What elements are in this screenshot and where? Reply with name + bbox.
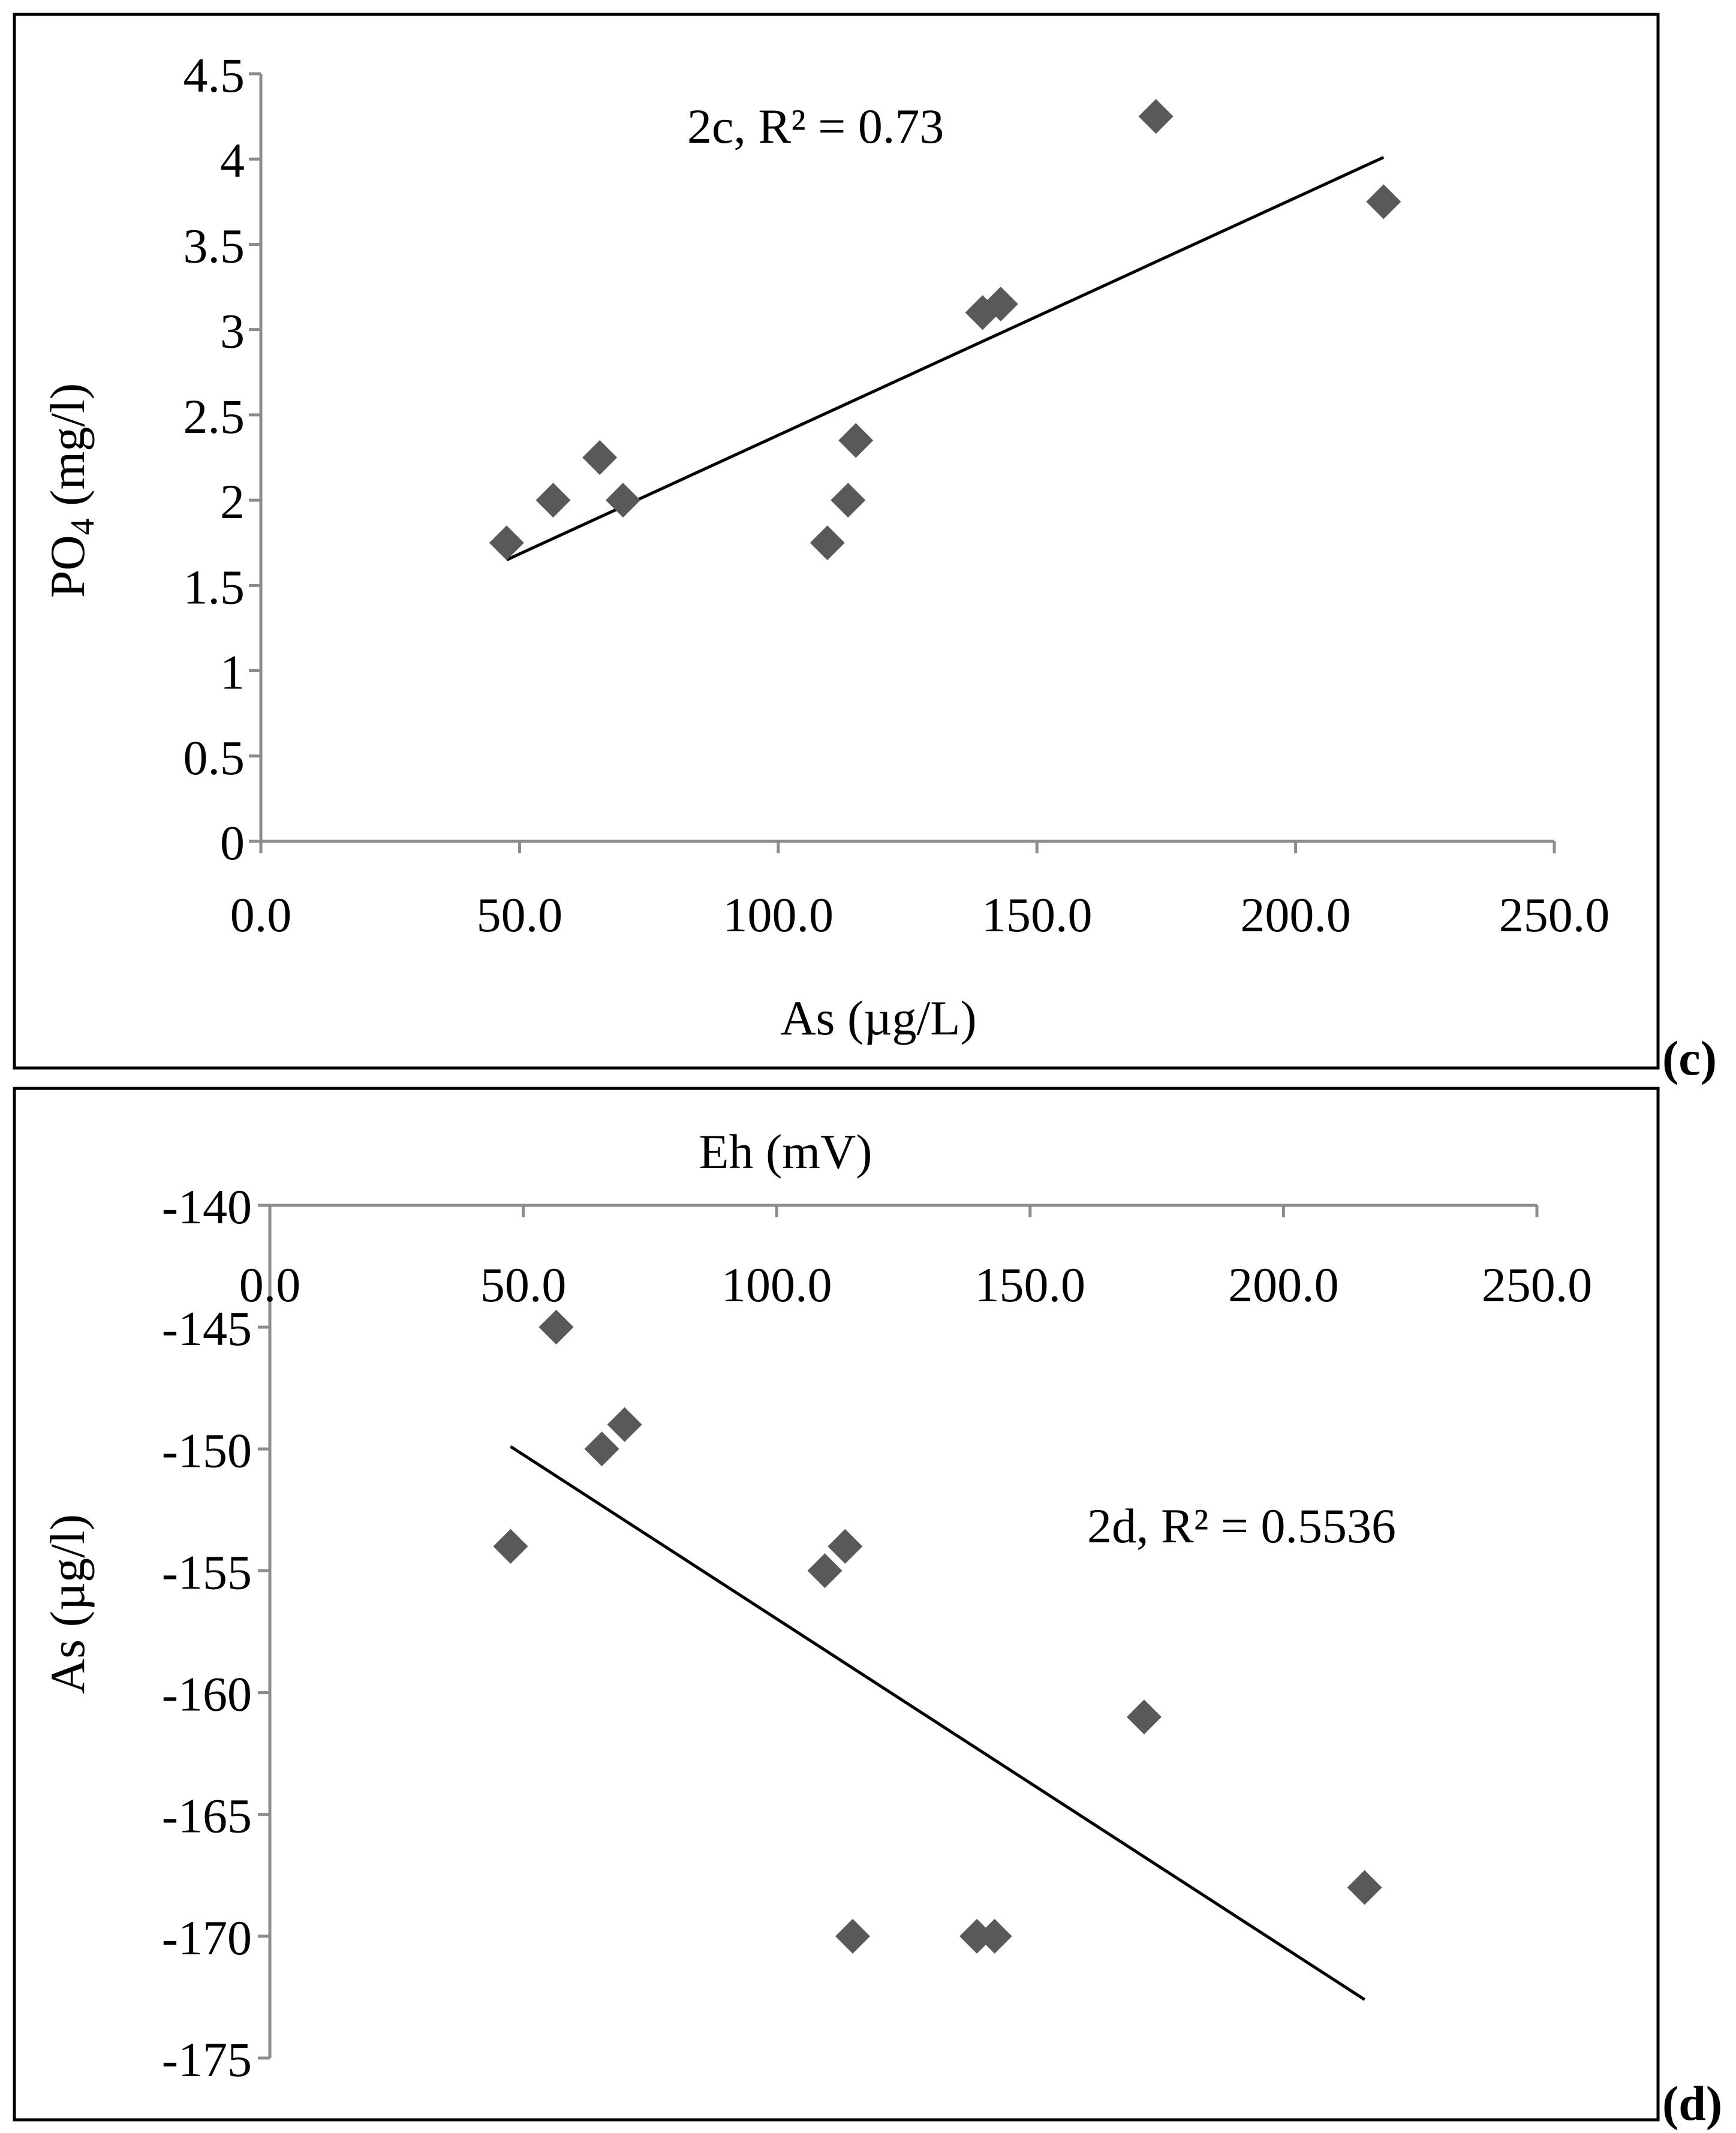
panel-c-y-tick-labels: 0 0.5 1 1.5 2 2.5 3 3.5 4 4.5 [183, 48, 245, 870]
panel-c-data-point [582, 440, 618, 475]
panel-d-x-tick-label: 100.0 [721, 1257, 832, 1312]
panel-d-x-tick-labels: 0.0 50.0 100.0 150.0 200.0 250.0 [239, 1257, 1593, 1312]
panel-d-y-tick-label: -150 [162, 1423, 252, 1478]
panel-c-label: (c) [1662, 1031, 1717, 1085]
panel-c-x-tick-labels: 0.0 50.0 100.0 150.0 200.0 250.0 [230, 888, 1610, 942]
panel-d-data-point [835, 1918, 870, 1954]
panel-d-y-tick-label: -175 [162, 2032, 252, 2087]
panel-d-data-point [584, 1431, 619, 1467]
panel-d-y-axis-title: As (µg/l) [40, 1514, 95, 1694]
panel-d-data-point [959, 1918, 995, 1954]
panel-c-x-tick-label: 200.0 [1240, 888, 1351, 942]
panel-d-trendline [510, 1445, 1365, 2001]
panel-d-x-tick-label: 150.0 [975, 1257, 1086, 1312]
panel-c-data-point [489, 525, 524, 561]
panel-d-data-point [807, 1553, 843, 1589]
panel-c-y-axis-title-subscript: 4 [64, 518, 101, 535]
panel-d-data-point [607, 1407, 642, 1442]
panel-d-y-tick-label: -145 [162, 1301, 252, 1356]
panel-c-data-point [810, 525, 845, 561]
panel-d-points [493, 1310, 1382, 1954]
panel-c-data-point [831, 483, 866, 518]
panel-c-x-tick-label: 150.0 [982, 888, 1093, 942]
panel-d-trendline-group [510, 1445, 1365, 2001]
panel-d-data-point [977, 1918, 1012, 1954]
panel-d-x-tick-label: 200.0 [1228, 1257, 1339, 1312]
panel-d-y-tick-label: -140 [162, 1180, 252, 1234]
panel-d-data-point [1347, 1870, 1382, 1905]
panel-c-y-tick-label: 2 [220, 474, 245, 529]
panel-c-y-tick-label: 3 [220, 304, 245, 359]
panel-d-label: (d) [1662, 2076, 1722, 2131]
panel-c-y-axis-title-main: PO [40, 535, 95, 598]
panel-d-y-tick-label: -160 [162, 1667, 252, 1722]
panel-d-y-tick-label: -165 [162, 1789, 252, 1843]
panel-c-x-tick-label: 100.0 [723, 888, 834, 942]
panel-c-y-axis-title: PO4 (mg/l) [40, 383, 101, 598]
panel-d-data-point [1126, 1699, 1162, 1735]
panel-c-y-tick-label: 1 [220, 645, 245, 700]
panel-d-data-point [828, 1529, 863, 1564]
panel-d-x-tick-label: 0.0 [239, 1257, 301, 1312]
panel-c-y-tick-label: 4 [220, 133, 245, 188]
panel-c-x-tick-label: 250.0 [1499, 888, 1610, 942]
panel-c-trendline [506, 156, 1385, 561]
panel-c-x-tick-label: 50.0 [477, 888, 563, 942]
panel-c-y-tick-label: 1.5 [183, 559, 245, 614]
panel-c-data-point [605, 483, 640, 518]
panel-c-y-tick-label: 0 [220, 816, 245, 870]
panel-c-trendline-group [506, 156, 1385, 561]
panel-d-data-point [538, 1310, 574, 1345]
panel-c-y-axis-title-tail: (mg/l) [40, 383, 95, 518]
panel-c-y-tick-label: 4.5 [183, 48, 245, 103]
panel-c-y-tick-label: 3.5 [183, 218, 245, 273]
panel-d-x-axis-title: Eh (mV) [699, 1124, 872, 1179]
panel-c-x-tick-label: 0.0 [230, 888, 292, 942]
panel-c-data-point [1138, 99, 1174, 134]
panel-d-y-tick-label: -170 [162, 1911, 252, 1965]
panel-d-frame [13, 1087, 1660, 2122]
panel-d-axes [258, 1204, 1539, 2060]
panel-c-annotation: 2c, R² = 0.73 [687, 99, 944, 154]
panel-d-y-tick-label: -155 [162, 1545, 252, 1599]
panel-d-y-tick-labels: -140 -145 -150 -155 -160 -165 -170 -175 [162, 1180, 252, 2087]
panel-c-y-tick-label: 2.5 [183, 389, 245, 444]
panel-c-axes [249, 72, 1556, 853]
panel-c-y-tick-label: 0.5 [183, 730, 245, 785]
panel-c-frame [13, 13, 1660, 1070]
panel-c-points [489, 99, 1401, 561]
panel-d-x-tick-label: 50.0 [480, 1257, 567, 1312]
panel-c-data-point [983, 287, 1018, 321]
panel-c-data-point [1366, 184, 1401, 219]
panel-d-annotation: 2d, R² = 0.5536 [1087, 1499, 1396, 1553]
panel-c-data-point [838, 423, 874, 458]
panel-d-x-tick-label: 250.0 [1482, 1257, 1593, 1312]
panel-c-data-point [535, 483, 571, 518]
panel-d-data-point [493, 1529, 528, 1564]
panel-c-x-axis-title: As (µg/L) [780, 991, 976, 1045]
